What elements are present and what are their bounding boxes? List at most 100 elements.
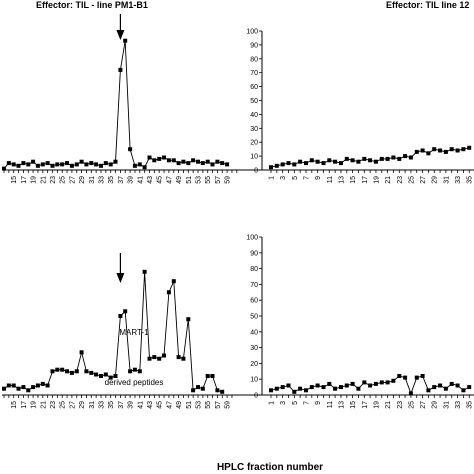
x-tick-label: 45	[157, 176, 164, 184]
data-point	[74, 369, 79, 374]
x-tick-label: 33	[99, 176, 106, 184]
x-tick-label: 35	[467, 176, 474, 184]
y-tick-label: 70	[250, 70, 258, 77]
data-point	[108, 375, 113, 380]
data-point	[157, 356, 162, 361]
data-point	[171, 279, 176, 284]
data-point	[408, 391, 413, 396]
data-point	[21, 385, 26, 390]
x-tick-label: 15	[11, 176, 18, 184]
y-tick-label: 80	[250, 266, 258, 273]
data-point	[286, 161, 291, 166]
chart-bottom-left: 15 17 19 21 23 25 27 29 31 33 35 37 39 41 43 45 47 49 51 53…	[2, 253, 474, 409]
x-tick-label: 31	[443, 401, 450, 409]
x-tick-label: 35	[467, 401, 474, 409]
chart-top-right: Effector: TIL line 121 3 5 7 9 11 13 15 17 19 21 23…	[246, 0, 474, 184]
data-point	[220, 161, 225, 166]
x-tick-label: 23	[50, 401, 57, 409]
data-point	[128, 147, 133, 152]
data-point	[438, 383, 443, 388]
data-point	[215, 159, 220, 164]
data-point	[280, 385, 285, 390]
x-tick-label: 13	[338, 176, 345, 184]
data-point	[50, 369, 55, 374]
y-tick-label: 60	[250, 84, 258, 91]
data-point	[391, 155, 396, 160]
data-point	[443, 386, 448, 391]
y-tick-label: 50	[250, 314, 258, 321]
data-point	[461, 388, 466, 393]
x-tick-label: 11	[327, 401, 334, 408]
x-tick-label: 35	[108, 176, 115, 184]
data-point	[69, 163, 74, 168]
x-tick-label: 11	[327, 176, 334, 183]
x-tick-label: 51	[186, 401, 193, 409]
data-point	[99, 163, 103, 168]
data-point	[113, 159, 118, 164]
x-tick-label: 57	[215, 176, 222, 184]
data-point	[176, 161, 181, 166]
data-point	[350, 158, 355, 163]
data-point	[26, 162, 31, 167]
y-tick-label: 30	[250, 126, 258, 133]
data-point	[166, 158, 171, 163]
y-tick-label: 0	[254, 168, 258, 175]
data-point	[79, 350, 84, 355]
data-point	[152, 355, 157, 360]
data-point	[321, 385, 326, 390]
data-point	[461, 147, 466, 152]
x-tick-label: 21	[385, 176, 392, 184]
data-point	[397, 156, 402, 161]
x-tick-label: 9	[315, 176, 322, 180]
x-tick-label: 59	[225, 176, 232, 184]
data-point	[403, 375, 408, 380]
y-tick-label: 20	[250, 140, 258, 147]
arrow-head	[116, 30, 125, 40]
data-point	[128, 369, 133, 374]
y-tick-label: 40	[250, 112, 258, 119]
data-point	[50, 163, 55, 168]
data-point	[220, 389, 225, 394]
y-tick-label: 90	[250, 250, 258, 257]
data-point	[191, 158, 196, 163]
data-point	[181, 356, 186, 361]
x-tick-label: 53	[196, 176, 203, 184]
x-tick-label: 15	[350, 401, 357, 409]
data-point	[333, 159, 338, 164]
data-point	[309, 158, 314, 163]
chart-bottom-right: 1 3 5 7 9 11 13 15 17 19 21 23 25 27 29 31 33 35010203040…	[246, 235, 474, 409]
data-point	[84, 369, 89, 374]
data-point	[147, 155, 152, 160]
data-point	[89, 161, 94, 166]
x-tick-label: 1	[269, 176, 276, 180]
data-point	[344, 156, 349, 161]
chart-title: Effector: TIL - line PM1-B1	[36, 0, 148, 10]
data-point	[327, 158, 332, 163]
data-point	[449, 381, 454, 386]
data-point	[432, 147, 437, 152]
data-point	[132, 367, 137, 372]
data-point	[16, 163, 21, 168]
y-tick-label: 10	[250, 377, 258, 384]
data-point	[186, 317, 191, 322]
x-tick-label: 43	[147, 176, 154, 184]
y-tick-label: 100	[246, 29, 258, 36]
data-point	[157, 156, 162, 161]
data-point	[171, 158, 176, 163]
data-point	[113, 374, 118, 378]
data-point	[391, 378, 396, 383]
data-point	[362, 380, 367, 385]
data-point	[269, 165, 273, 170]
data-point	[274, 386, 279, 391]
data-point	[40, 162, 45, 167]
data-point	[467, 145, 472, 150]
data-point	[11, 383, 16, 388]
data-point	[215, 388, 220, 393]
data-point	[379, 380, 384, 385]
data-point	[449, 147, 454, 152]
data-point	[89, 370, 94, 375]
x-tick-label: 27	[69, 401, 76, 409]
data-point	[2, 166, 6, 171]
x-tick-label: 49	[176, 401, 183, 409]
data-point	[304, 388, 308, 393]
